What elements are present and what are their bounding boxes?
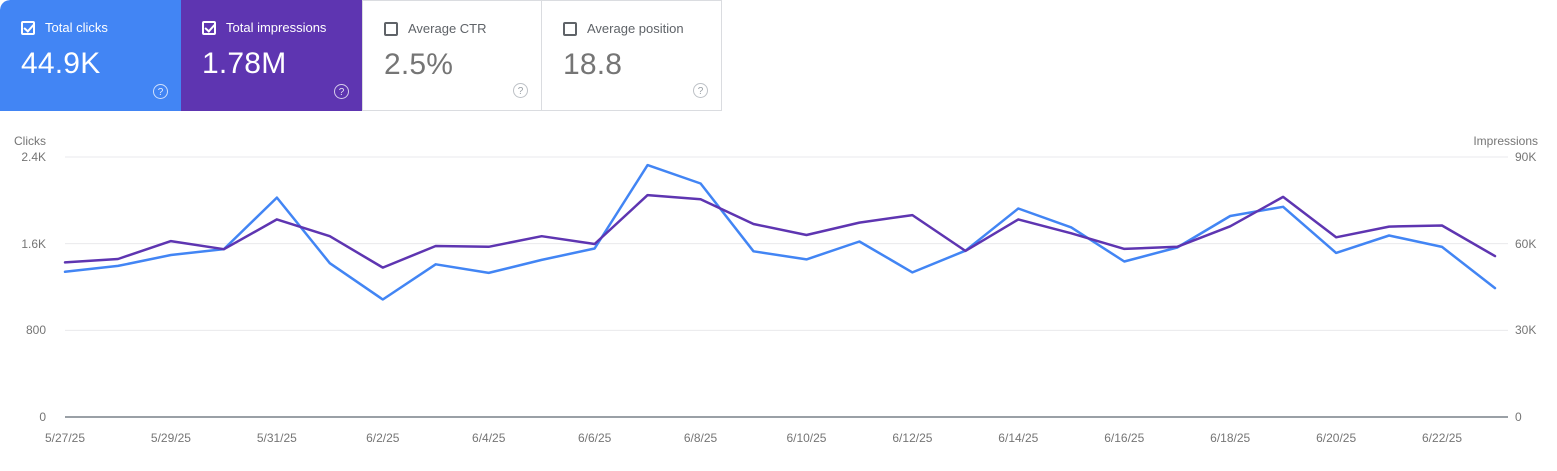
average-position-label: Average position [587,21,684,36]
impressions-axis-tick-label: 0 [1515,410,1522,424]
clicks-axis-tick-label: 0 [39,410,46,424]
right-axis-title: Impressions [1473,134,1538,148]
average-position-value: 18.8 [563,48,623,81]
clicks-axis-tick-label: 1.6K [21,236,46,251]
chart-canvas [63,156,1508,418]
date-tick-label: 6/12/25 [892,431,933,445]
total-impressions-value: 1.78M [202,47,287,80]
left-axis-title: Clicks [14,134,46,148]
date-tick-label: 5/29/25 [150,431,191,445]
date-tick-label: 6/2/25 [366,431,400,445]
impressions-axis-tick-label: 30K [1515,323,1537,338]
total-clicks-label: Total clicks [45,20,108,35]
performance-chart: Clicks Impressions 0 800 1.6K 2.4K 0 30K 60K 90… [0,111,1557,471]
date-tick-label: 6/4/25 [472,431,506,445]
date-tick-label: 6/14/25 [998,431,1039,445]
date-tick-label: 6/6/25 [577,431,612,445]
total-impressions-checkbox[interactable] [202,20,216,35]
date-tick-label: 6/22/25 [1422,431,1463,445]
date-tick-label: 6/10/25 [786,431,827,445]
card-average-ctr[interactable]: Average CTR 2.5% ? [362,0,542,111]
date-tick-label: 6/16/25 [1104,431,1145,445]
average-ctr-label: Average CTR [408,21,487,36]
help-icon[interactable]: ? [334,84,349,99]
metric-cards-row: Total clicks 44.9K ? Total impressions 1… [0,0,722,111]
average-ctr-checkbox[interactable] [384,21,398,36]
date-tick-label: 6/18/25 [1210,431,1251,445]
total-clicks-value: 44.9K [21,47,101,80]
total-impressions-label: Total impressions [226,20,327,35]
card-average-position[interactable]: Average position 18.8 ? [542,0,722,111]
impressions-line [63,193,1497,269]
card-total-clicks[interactable]: Total clicks 44.9K ? [0,0,181,111]
help-icon[interactable]: ? [513,83,528,98]
clicks-axis-tick-label: 800 [25,323,46,338]
date-tick-label: 6/20/25 [1316,431,1357,445]
help-icon[interactable]: ? [153,84,168,99]
help-icon[interactable]: ? [693,83,708,98]
average-position-checkbox[interactable] [563,21,577,36]
card-total-impressions[interactable]: Total impressions 1.78M ? [181,0,362,111]
date-tick-label: 6/8/25 [683,431,718,445]
average-ctr-value: 2.5% [384,48,454,81]
impressions-axis-tick-label: 90K [1515,150,1537,164]
date-tick-label: 5/31/25 [256,431,297,445]
date-tick-label: 5/27/25 [44,431,86,445]
total-clicks-checkbox[interactable] [21,20,35,35]
impressions-axis-tick-label: 60K [1515,236,1537,251]
clicks-axis-tick-label: 2.4K [21,150,46,164]
chart-plot-area[interactable] [65,157,1508,417]
